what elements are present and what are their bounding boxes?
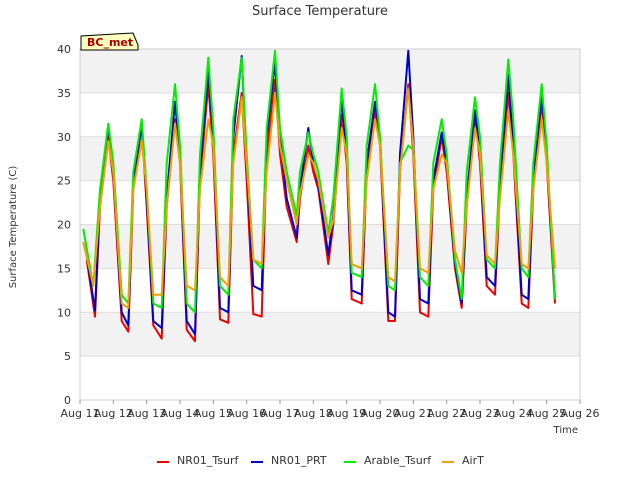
y-axis-label: Surface Temperature (C) [8,166,19,289]
y-tick-label: 5 [64,350,71,363]
y-tick-label: 20 [57,219,71,232]
x-axis-label: Time [553,425,578,436]
x-tick-label: Aug 18 [294,407,333,420]
x-tick-label: Aug 26 [561,407,600,420]
y-tick-label: 10 [57,306,71,319]
legend-label: AirT [462,454,484,467]
x-tick-label: Aug 20 [361,407,400,420]
y-tick-label: 30 [57,131,71,144]
x-tick-label: Aug 22 [427,407,466,420]
site-badge: BC_met [80,32,139,51]
x-tick-label: Aug 13 [127,407,166,420]
x-tick-label: Aug 17 [261,407,300,420]
y-tick-label: 15 [57,262,71,275]
y-axis-ticks: 0 5 10 15 20 25 30 35 40 [57,43,71,407]
grid-band [80,312,580,357]
series-line-arable-tsurf [82,49,556,314]
x-tick-label: Aug 14 [161,407,200,420]
x-tick-label: Aug 23 [461,407,500,420]
x-tick-label: Aug 24 [494,407,533,420]
legend-label: NR01_Tsurf [177,454,239,467]
x-tick-label: Aug 11 [61,407,100,420]
site-badge-label: BC_met [87,36,133,49]
site-badge-box [80,32,139,51]
y-tick-label: 40 [57,43,71,56]
series-lines [82,49,556,343]
chart-title: Surface Temperature [252,4,388,19]
y-tick-label: 25 [57,175,71,188]
grid-band [80,136,580,181]
legend-label: Arable_Tsurf [364,454,432,467]
x-tick-label: Aug 16 [227,407,266,420]
y-tick-label: 0 [64,394,71,407]
x-tick-label: Aug 21 [394,407,433,420]
y-tick-label: 35 [57,87,71,100]
legend: NR01_Tsurf NR01_PRT Arable_Tsurf AirT [157,454,484,467]
x-tick-label: Aug 15 [194,407,233,420]
grid-band [80,49,580,93]
x-tick-label: Aug 19 [327,407,366,420]
plot-frame [79,48,581,401]
x-tick-label: Aug 25 [527,407,566,420]
legend-label: NR01_PRT [271,454,327,467]
x-tick-label: Aug 12 [94,407,133,420]
series-line-airt [82,87,556,309]
